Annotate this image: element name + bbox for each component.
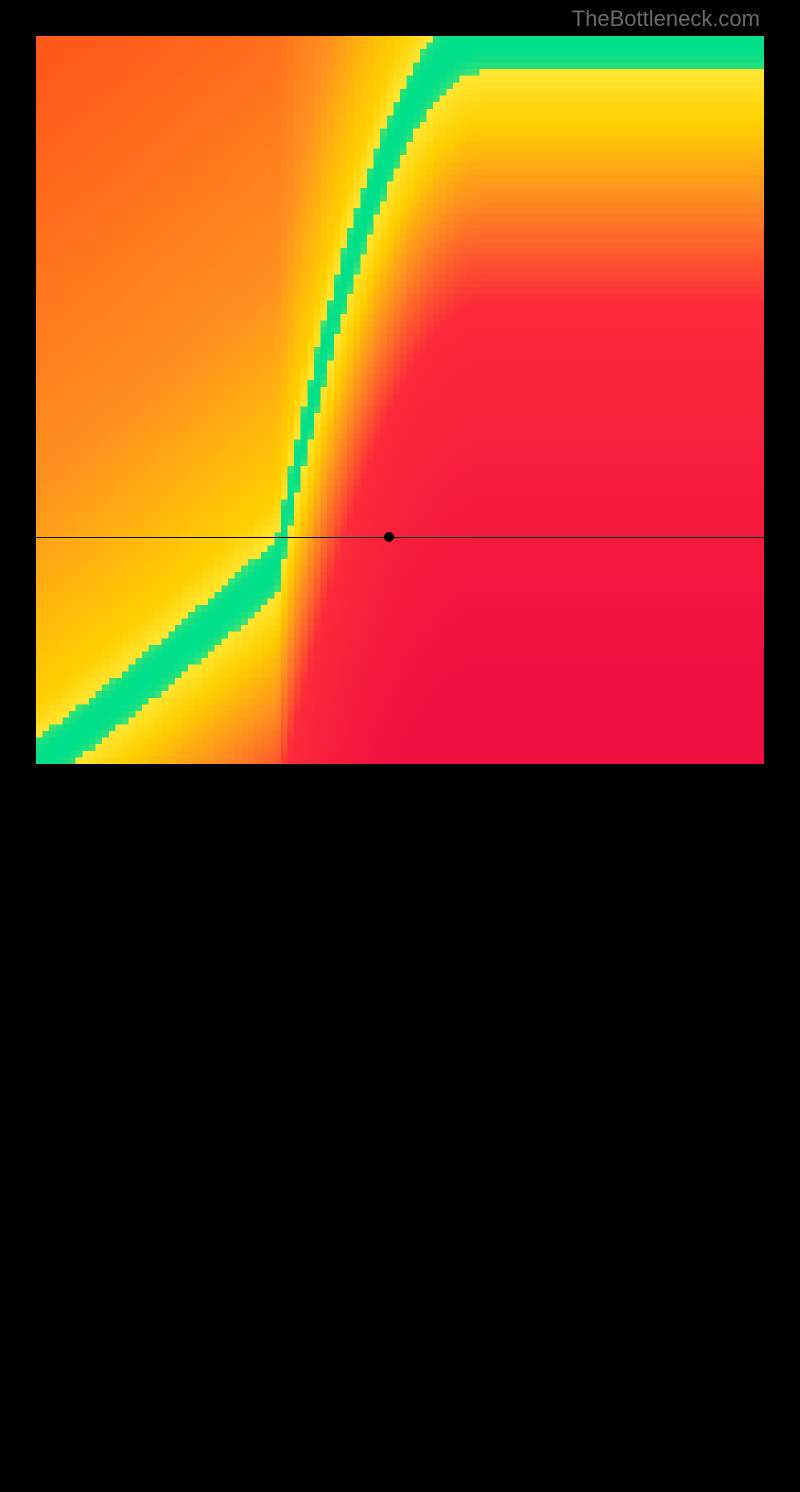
crosshair-vertical <box>389 764 390 1492</box>
crosshair-horizontal <box>36 537 764 538</box>
data-point-marker <box>384 532 394 542</box>
watermark-text: TheBottleneck.com <box>572 6 760 32</box>
heatmap-plot <box>36 36 764 764</box>
heatmap-canvas <box>36 36 764 764</box>
